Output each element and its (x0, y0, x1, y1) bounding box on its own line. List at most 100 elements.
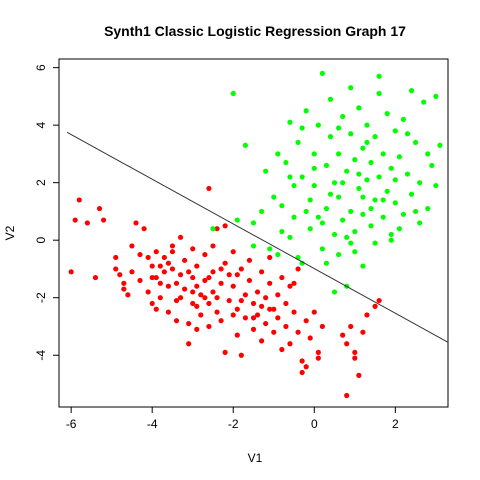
data-point (344, 341, 350, 347)
data-point (283, 159, 289, 166)
data-point (380, 214, 386, 220)
data-point (348, 240, 354, 246)
data-point (364, 122, 370, 128)
data-point (287, 119, 293, 125)
data-point (368, 205, 374, 212)
data-point (121, 286, 127, 292)
data-point (364, 177, 370, 183)
data-point (384, 188, 390, 194)
y-tick-label: -4 (34, 350, 48, 361)
data-point (238, 266, 244, 272)
data-point (153, 306, 159, 312)
data-point (194, 283, 200, 289)
data-point (133, 220, 139, 226)
data-point (303, 108, 309, 114)
data-point (275, 151, 281, 157)
data-point (364, 312, 370, 318)
data-point (331, 289, 338, 295)
y-tick-label: 4 (34, 121, 48, 128)
data-point (161, 254, 167, 261)
data-point (279, 274, 285, 281)
data-point (331, 180, 338, 186)
data-point (271, 306, 277, 312)
data-point (392, 128, 398, 134)
data-point (202, 251, 208, 258)
data-point (404, 171, 411, 177)
data-point (360, 194, 366, 200)
data-point (340, 217, 346, 223)
data-point (177, 234, 184, 240)
data-point (267, 306, 273, 312)
data-point (372, 134, 378, 140)
data-point (348, 208, 354, 215)
data-point (388, 165, 394, 171)
x-axis: -6 -4 -2 0 2 (66, 407, 399, 431)
data-point (214, 309, 220, 315)
y-axis: -4 -2 0 2 4 6 (34, 64, 59, 361)
data-point (396, 226, 402, 232)
data-point (153, 274, 159, 281)
data-point (169, 266, 176, 272)
data-point (226, 272, 232, 278)
data-point (408, 191, 415, 197)
data-point (287, 234, 293, 240)
data-point (327, 191, 334, 197)
data-point (376, 90, 382, 97)
data-point (169, 243, 176, 249)
y-tick-label: 2 (34, 179, 48, 186)
data-point (96, 205, 103, 212)
data-point (344, 234, 350, 240)
data-point (380, 151, 386, 157)
data-point (210, 269, 216, 275)
data-point (157, 263, 163, 269)
data-point (222, 223, 228, 229)
data-point (194, 303, 200, 309)
data-point (291, 214, 297, 220)
data-point (287, 174, 293, 180)
data-point (315, 355, 321, 361)
data-point (68, 269, 74, 275)
data-point (250, 243, 257, 249)
data-point (307, 226, 313, 232)
data-point (299, 260, 305, 266)
data-point (190, 274, 196, 281)
data-point (348, 85, 354, 91)
data-point (206, 185, 212, 192)
data-point (433, 182, 439, 189)
data-point (323, 205, 330, 212)
data-point (400, 116, 407, 122)
data-point (392, 177, 398, 183)
data-point (242, 142, 248, 148)
data-point (368, 223, 374, 229)
data-point (242, 315, 248, 321)
data-point (190, 246, 196, 252)
data-point (238, 297, 244, 304)
data-point (202, 277, 208, 284)
data-point (412, 139, 419, 146)
data-point (194, 326, 200, 332)
data-point (214, 226, 220, 232)
data-point (117, 272, 123, 278)
data-point (319, 70, 325, 76)
data-point (275, 315, 281, 321)
data-point (356, 171, 362, 177)
data-point (214, 295, 220, 301)
data-point (230, 249, 236, 255)
data-point (177, 272, 184, 278)
data-point (157, 295, 163, 301)
data-point (376, 174, 382, 180)
data-point (335, 125, 342, 131)
data-point (275, 292, 281, 298)
data-points (68, 70, 443, 399)
data-point (352, 157, 358, 163)
data-point (190, 289, 196, 295)
data-point (206, 300, 212, 307)
data-point (169, 249, 176, 255)
data-point (437, 142, 443, 148)
data-point (254, 289, 261, 295)
data-point (234, 306, 240, 312)
data-point (113, 266, 119, 272)
data-point (250, 220, 257, 226)
data-point (186, 320, 192, 327)
data-point (173, 297, 180, 304)
